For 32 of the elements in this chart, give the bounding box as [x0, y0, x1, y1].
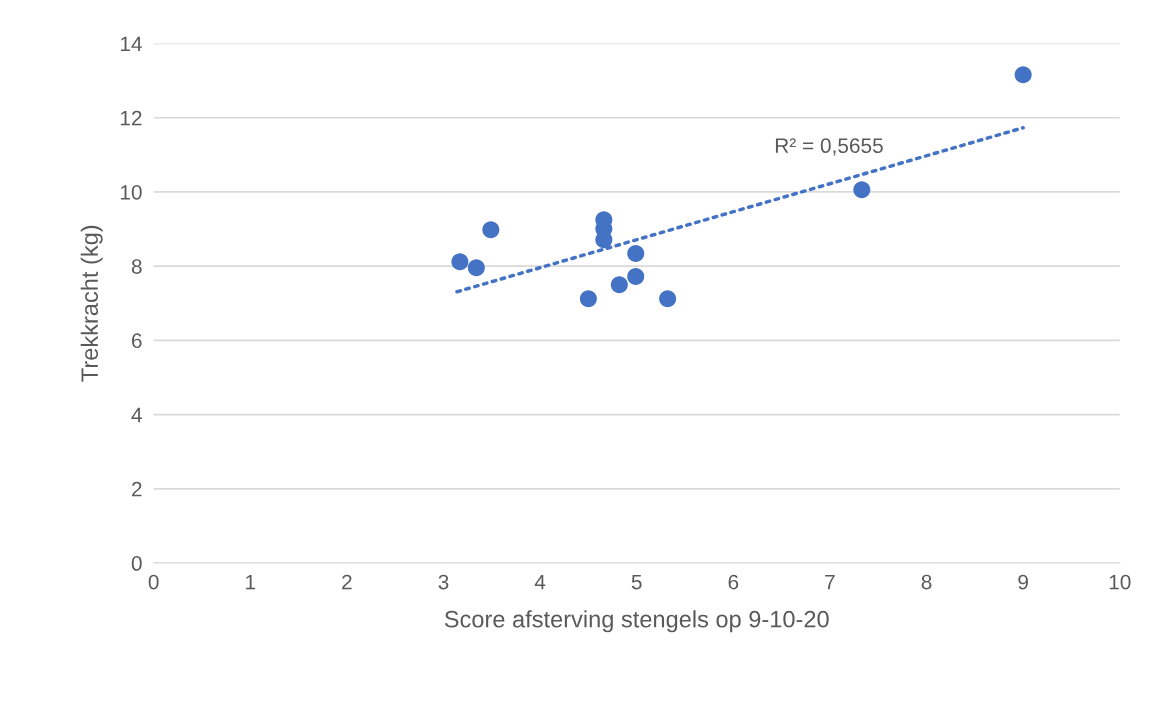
point	[853, 181, 871, 199]
annotation: R² = 0,5655	[775, 138, 883, 156]
x-tick-label: 5	[631, 574, 642, 590]
x-axis-title: Score afsterving stengels op 9-10-20	[444, 610, 829, 633]
y-tick-label: 14	[120, 36, 142, 52]
y-tick-label: 4	[131, 407, 142, 423]
y-tick-label: 2	[132, 481, 142, 497]
x-tick-label: 10	[1109, 574, 1131, 590]
point	[467, 259, 485, 277]
x-tick-label: 3	[438, 574, 449, 590]
point	[627, 245, 645, 263]
x-tick-label: 4	[534, 574, 546, 590]
x-tick-label: 7	[825, 574, 835, 590]
point	[1014, 66, 1032, 84]
y-tick-label: 6	[132, 333, 142, 349]
point	[451, 253, 469, 271]
point	[482, 221, 500, 239]
x-tick-label: 1	[246, 574, 256, 590]
y-tick-label: 8	[131, 259, 142, 274]
y-tick-label: 10	[120, 184, 142, 200]
y-tick-label: 12	[120, 110, 142, 126]
point	[627, 268, 645, 286]
x-tick-label: 6	[728, 574, 739, 590]
x-tick-label: 9	[1018, 574, 1028, 590]
point	[610, 276, 628, 294]
x-tick-label: 0	[148, 574, 159, 590]
x-tick-label: 8	[921, 574, 932, 590]
x-tick-label: 2	[342, 574, 352, 590]
y-tick-label: 0	[131, 556, 142, 571]
y-axis-title: Trekkracht (kg)	[80, 225, 103, 382]
point	[579, 290, 597, 308]
point	[659, 290, 677, 308]
